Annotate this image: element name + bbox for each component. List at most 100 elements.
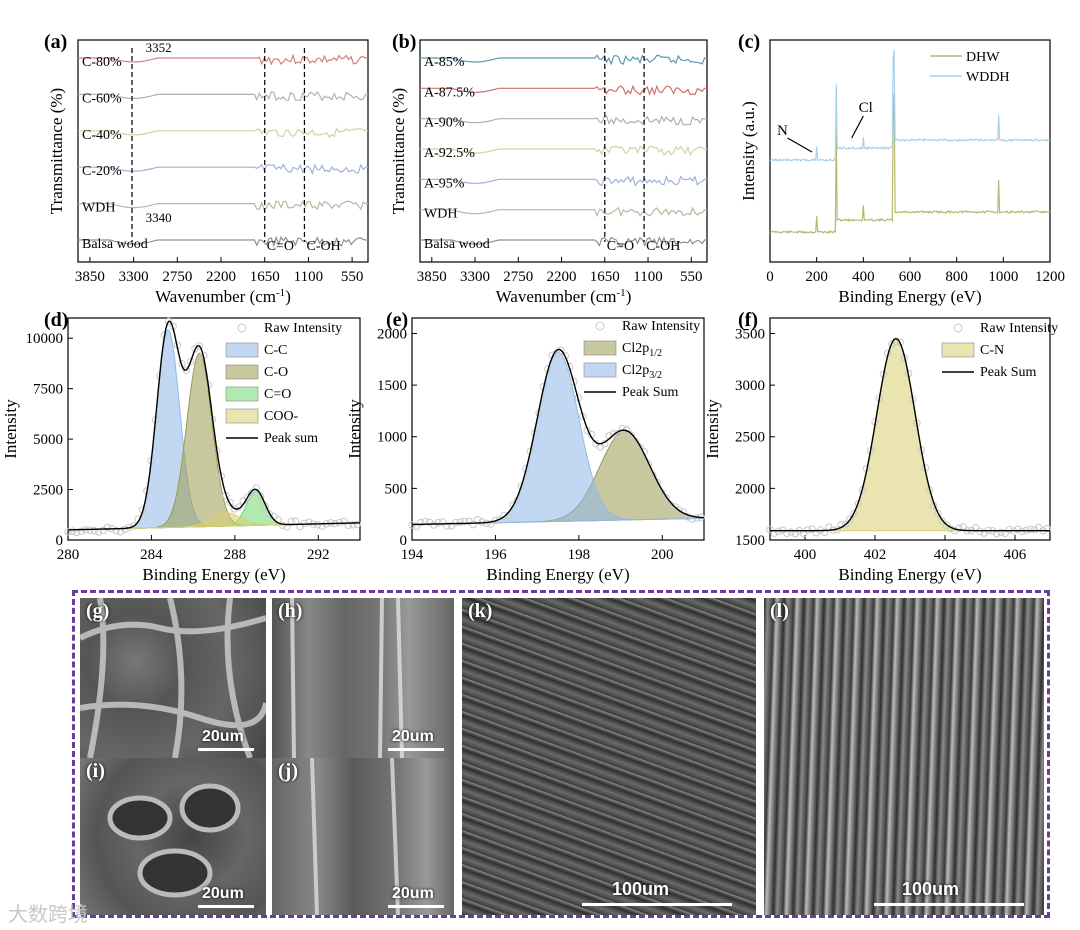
panel-e: (e) 194 196 198 200 Binding Energy (eV) Intens… xyxy=(345,309,705,584)
raw-point-d xyxy=(64,528,72,536)
panel-label-f: (f) xyxy=(738,309,758,331)
raw-point-f xyxy=(841,520,850,528)
raw-point-d xyxy=(195,342,204,350)
series-label-a: C-20% xyxy=(82,164,122,179)
scale-text-i: 20um xyxy=(202,885,244,902)
legend-label-d: COO- xyxy=(264,409,299,424)
raw-point-d xyxy=(327,519,335,527)
series-line-a xyxy=(78,235,368,248)
sem-label-i: (i) xyxy=(86,760,105,782)
panel-label-e: (e) xyxy=(386,309,408,331)
y-tick-label-e: 500 xyxy=(385,481,408,497)
x-tick-label-c: 600 xyxy=(899,269,922,285)
watermark: 大数跨境 xyxy=(8,902,88,926)
y-tick-label-d: 2500 xyxy=(33,483,63,499)
x-tick-label-c: 0 xyxy=(766,269,774,285)
series-line-a xyxy=(78,199,368,211)
scale-text-h: 20um xyxy=(392,728,434,745)
sem-label-l: (l) xyxy=(770,600,789,622)
series-label-b: A-85% xyxy=(424,55,465,70)
legend-marker-f xyxy=(953,323,963,333)
series-label-a: C-40% xyxy=(82,128,122,143)
x-tick-label-b: 550 xyxy=(680,269,703,285)
raw-point-e xyxy=(618,425,626,433)
x-tick-label-b: 3850 xyxy=(417,269,447,285)
raw-point-f xyxy=(804,526,812,534)
x-tick-label-a: 2200 xyxy=(206,269,236,285)
legend-marker-f xyxy=(941,342,975,358)
peak-sum-line-e xyxy=(412,348,705,526)
sem-image-h: (h) 20um xyxy=(272,598,454,758)
x-tick-label-d: 280 xyxy=(57,547,80,563)
raw-point-f xyxy=(955,524,963,533)
x-tick-label-f: 402 xyxy=(864,547,887,563)
legend-label-e: Peak Sum xyxy=(622,385,679,400)
raw-point-d xyxy=(305,518,313,526)
panel-label-a: (a) xyxy=(44,31,67,53)
y-axis-label-c: Intensity (a.u.) xyxy=(739,101,758,201)
panel-label-b: (b) xyxy=(392,31,416,53)
peak-sum-line-d xyxy=(68,320,361,531)
scale-bar-l xyxy=(874,903,1024,906)
raw-point-e xyxy=(443,522,451,530)
legend-marker-e xyxy=(583,340,617,356)
series-label-b: WDH xyxy=(424,207,457,222)
raw-point-d xyxy=(265,510,274,518)
series-line-b xyxy=(420,145,707,157)
raw-point-d xyxy=(186,357,195,366)
y-tick-label-e: 1000 xyxy=(377,430,407,446)
raw-point-f xyxy=(808,525,816,533)
panel-b: (b) 3850 3300 2750 2200 1650 1100 550 Wavenumber… xyxy=(389,31,708,306)
legend-label-d: C-C xyxy=(264,343,287,358)
raw-point-d xyxy=(112,526,120,535)
series-line-b xyxy=(420,174,707,187)
y-axis-label-a: Transmittance (%) xyxy=(47,88,66,214)
raw-point-d xyxy=(77,527,85,536)
annotation-a: 3352 xyxy=(146,40,172,55)
scale-text-l: 100um xyxy=(902,879,960,899)
scale-bar-g xyxy=(198,748,254,751)
series-line-b xyxy=(420,115,707,126)
sem-image-g: (g) 20um xyxy=(80,598,266,758)
raw-point-d xyxy=(313,521,322,529)
x-axis-label-a: Wavenumber (cm-1) xyxy=(155,287,291,306)
annotation-a: 3340 xyxy=(146,210,172,225)
raw-point-f xyxy=(787,528,795,536)
series-line-c xyxy=(769,94,1051,234)
axes-frame-a xyxy=(77,39,369,263)
series-line-a xyxy=(78,163,368,176)
raw-point-d xyxy=(344,521,353,530)
x-tick-label-c: 1200 xyxy=(1035,269,1065,285)
y-tick-label-e: 0 xyxy=(400,533,408,549)
x-tick-label-d: 292 xyxy=(307,547,330,563)
raw-point-e xyxy=(412,522,421,531)
panel-label-d: (d) xyxy=(44,309,68,331)
y-tick-label-d: 0 xyxy=(56,533,64,549)
legend-label-f: Peak Sum xyxy=(980,365,1037,380)
raw-point-e xyxy=(438,518,447,526)
x-tick-label-c: 1000 xyxy=(988,269,1018,285)
raw-point-e xyxy=(487,520,495,528)
raw-point-e xyxy=(684,513,692,521)
panel-f: (f) 400 402 404 406 Binding Energy (eV) Intens… xyxy=(703,309,1058,584)
raw-point-d xyxy=(283,523,291,531)
y-axis-label-e: Intensity xyxy=(345,399,364,459)
raw-point-d xyxy=(235,503,243,511)
axes-frame-d xyxy=(67,317,361,541)
y-tick-label-d: 5000 xyxy=(33,432,63,448)
y-tick-label-e: 1500 xyxy=(377,378,407,394)
series-line-a xyxy=(78,90,368,102)
x-axis-label-b: Wavenumber (cm-1) xyxy=(496,287,632,306)
sem-texture-i xyxy=(107,783,241,898)
series-label-a: Balsa wood xyxy=(82,237,148,252)
scale-bar-i xyxy=(198,905,254,908)
legend-marker-d xyxy=(237,323,247,333)
raw-point-d xyxy=(278,521,287,530)
raw-point-d xyxy=(130,522,138,530)
series-label-a: C-60% xyxy=(82,91,122,106)
annotation-arrow-c xyxy=(851,115,864,139)
scale-text-k: 100um xyxy=(612,879,670,899)
annotation-c: N xyxy=(777,123,788,139)
legend-label-f: Raw Intensity xyxy=(980,321,1058,336)
sem-image-l: (l) 100um xyxy=(764,598,1044,915)
